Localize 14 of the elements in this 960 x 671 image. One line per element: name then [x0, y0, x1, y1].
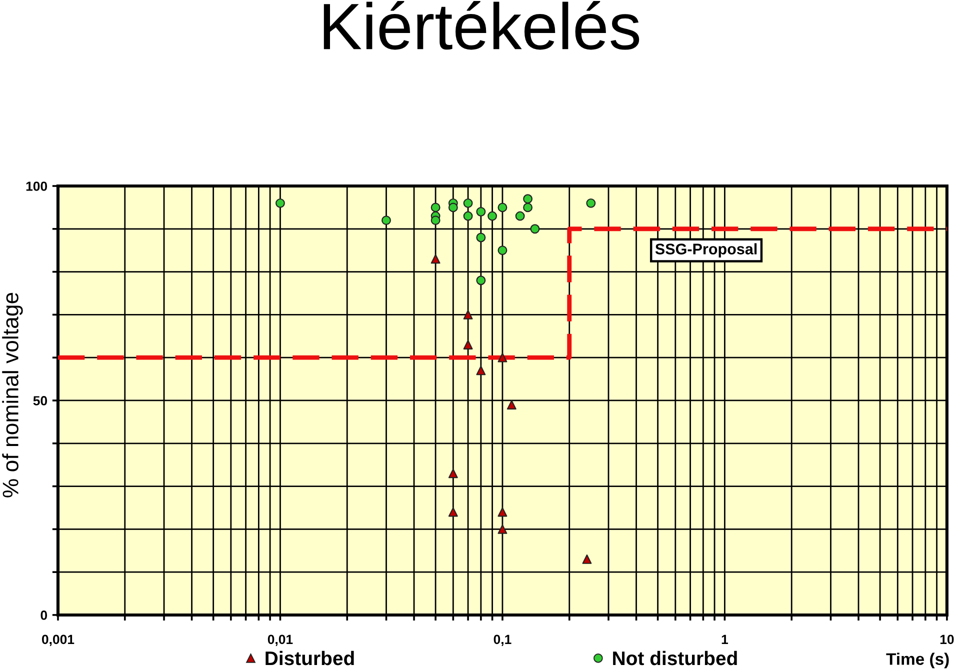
legend-label: Not disturbed	[613, 650, 737, 666]
y-tick-label: 100	[26, 182, 48, 191]
chart-title: Kiértékelés	[324, 1, 640, 50]
x-tick-label: 1	[722, 634, 728, 644]
series-label: SSG-Proposal	[655, 243, 757, 258]
x-tick-label: 0,01	[268, 634, 293, 646]
x-tick-label: 0,001	[42, 634, 74, 646]
x-tick-label: 10	[940, 634, 954, 644]
y-tick-label: 50	[33, 396, 48, 406]
legend-label: Disturbed	[266, 650, 354, 666]
y-axis-title: % of nominal voltage	[2, 292, 23, 498]
x-tick-label: 0,1	[494, 634, 512, 646]
y-tick-label: 0	[40, 610, 48, 620]
x-axis-title: Time (s)	[886, 652, 949, 668]
